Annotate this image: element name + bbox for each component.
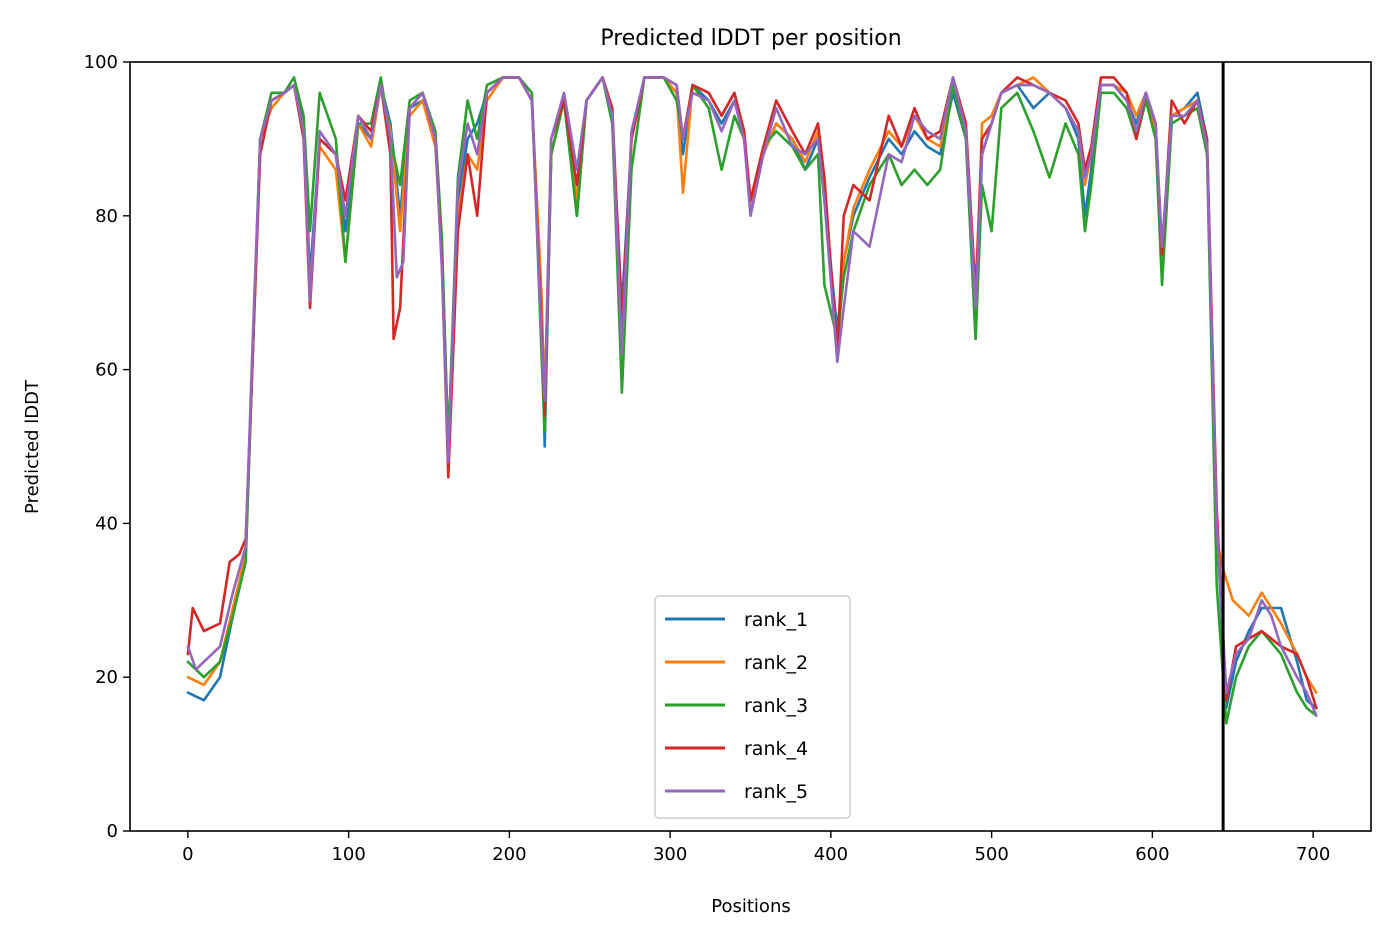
series-line-rank_5	[186, 76, 1318, 717]
x-tick-label: 500	[974, 844, 1008, 865]
x-tick-label: 0	[182, 844, 193, 865]
x-tick-label: 700	[1296, 844, 1330, 865]
x-tick-label: 100	[331, 844, 365, 865]
series-line-rank_3	[186, 76, 1318, 725]
y-tick-label: 80	[95, 206, 118, 227]
legend: rank_1 rank_2 rank_3 rank_4 rank_5	[654, 595, 851, 819]
y-tick-label: 100	[84, 52, 118, 73]
y-tick-label: 20	[95, 667, 118, 688]
plot-lines	[186, 76, 1318, 725]
x-axis-ticks: 0 100 200 300 400 500 600 700	[182, 831, 1330, 865]
y-tick-label: 0	[107, 821, 118, 842]
chart-title: Predicted lDDT per position	[600, 26, 901, 51]
legend-label-rank_5: rank_5	[744, 781, 808, 803]
y-axis-label: Predicted lDDT	[22, 379, 43, 514]
y-tick-label: 60	[95, 360, 118, 381]
x-tick-label: 400	[814, 844, 848, 865]
x-tick-label: 300	[653, 844, 687, 865]
legend-label-rank_3: rank_3	[744, 695, 808, 717]
x-tick-label: 200	[492, 844, 526, 865]
y-tick-label: 40	[95, 513, 118, 534]
x-axis-label: Positions	[711, 896, 790, 917]
y-axis-ticks: 0 20 40 60 80 100	[84, 52, 130, 842]
legend-box	[654, 595, 851, 819]
plot-frame	[129, 61, 1372, 832]
legend-label-rank_1: rank_1	[744, 609, 808, 631]
legend-label-rank_4: rank_4	[744, 738, 808, 760]
legend-label-rank_2: rank_2	[744, 652, 808, 674]
x-tick-label: 600	[1135, 844, 1169, 865]
